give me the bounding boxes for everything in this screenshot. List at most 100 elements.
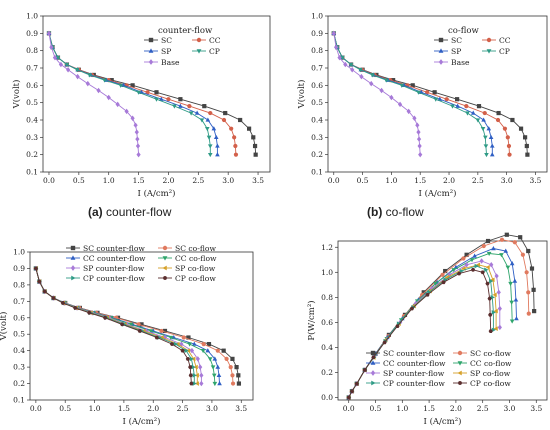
data-point — [154, 90, 159, 95]
data-point — [506, 143, 512, 149]
data-point — [135, 143, 141, 149]
legend-label: CC — [499, 36, 511, 45]
data-point — [230, 356, 235, 361]
data-point — [524, 143, 529, 149]
data-point — [191, 364, 196, 370]
data-point — [399, 83, 405, 88]
data-point — [87, 73, 92, 78]
series-line — [48, 33, 140, 155]
y-tick-label: 0.1 — [26, 168, 38, 177]
data-point — [464, 104, 469, 109]
data-point — [433, 97, 439, 102]
y-tick-label: 1.2 — [321, 243, 333, 252]
legend-item: CC counter-flow — [366, 359, 446, 368]
series-line — [333, 33, 493, 155]
legend-item: CC — [192, 36, 221, 45]
y-tick-label: 1.0 — [311, 12, 323, 21]
data-point — [370, 73, 375, 78]
data-point — [224, 356, 229, 361]
legend-label: Base — [451, 58, 470, 67]
data-point — [103, 315, 108, 320]
y-tick-label: 0.2 — [13, 379, 25, 388]
data-point — [349, 389, 355, 394]
data-point — [531, 287, 536, 292]
legend-item: Base — [434, 58, 470, 67]
data-point — [484, 267, 489, 273]
legend-marker — [370, 360, 376, 365]
legend-marker — [457, 350, 463, 356]
series-line — [35, 268, 195, 384]
legend-label: CP counter-flow — [383, 379, 445, 388]
series-line — [35, 268, 198, 384]
data-point — [371, 355, 376, 360]
data-point — [512, 278, 518, 283]
data-point — [49, 44, 54, 50]
data-point — [509, 319, 515, 324]
data-point — [37, 279, 42, 284]
legend-marker — [148, 37, 154, 43]
y-tick-label: 0.2 — [321, 368, 333, 377]
legend-label: SP counter-flow — [83, 264, 145, 273]
data-point — [236, 381, 242, 386]
data-point — [505, 265, 511, 270]
data-point — [497, 305, 502, 312]
data-point — [354, 381, 359, 386]
series-cp — [331, 31, 489, 158]
x-tick-label: 2.5 — [177, 404, 189, 413]
data-point — [350, 67, 355, 73]
x-tick-label: 1.0 — [89, 404, 101, 413]
data-point — [216, 372, 222, 378]
x-axis-label: I (A/cm²) — [138, 188, 176, 199]
data-point — [418, 151, 423, 158]
data-point — [215, 348, 220, 353]
data-point — [343, 61, 348, 68]
data-point — [202, 104, 207, 109]
legend-label: SP — [161, 47, 171, 56]
data-point — [206, 341, 212, 347]
data-point — [85, 80, 90, 87]
legend-marker — [162, 276, 168, 280]
data-point — [236, 373, 241, 378]
legend-item: Base — [144, 58, 180, 67]
x-tick-label: 0.0 — [43, 176, 55, 185]
y-tick-label: 0.0 — [321, 393, 333, 402]
series-sp — [46, 30, 220, 157]
data-point — [233, 143, 238, 149]
data-point — [486, 251, 492, 257]
x-tick-label: 3.0 — [206, 404, 218, 413]
legend-marker — [148, 48, 154, 53]
legend-label: SC co-flow — [470, 349, 511, 358]
data-point — [493, 308, 498, 314]
legend-item: CP — [482, 47, 510, 56]
data-point — [470, 267, 476, 272]
x-tick-label: 3.0 — [504, 404, 516, 413]
legend-marker — [370, 350, 376, 356]
data-point — [194, 110, 200, 115]
legend-item: CP co-flow — [158, 274, 216, 283]
data-point — [480, 270, 485, 275]
data-point — [186, 335, 191, 340]
legend-label: CP co-flow — [175, 274, 216, 283]
y-axis-label: P(W/cm²) — [306, 300, 317, 340]
legend-item: CC counter-flow — [66, 254, 146, 263]
data-point — [109, 78, 114, 83]
data-point — [441, 280, 446, 285]
data-point — [443, 268, 448, 274]
data-point — [461, 256, 466, 261]
data-point — [33, 266, 38, 271]
x-tick-label: 2.0 — [443, 176, 455, 185]
data-point — [502, 126, 508, 131]
legend-label: SC counter-flow — [83, 244, 145, 253]
data-point — [457, 271, 462, 276]
y-tick-label: 0.1 — [13, 396, 25, 405]
data-point — [489, 152, 495, 157]
legend-label: CP — [209, 47, 220, 56]
data-point — [359, 73, 364, 80]
data-point — [382, 340, 387, 345]
data-point — [154, 335, 159, 340]
legend: SC counter-flow SC co-flow CC counter-flow… — [66, 244, 217, 283]
chart-panel-2: 0.0 0.5 1.0 1.5 2.0 2.5 3.0 3.5 0.1 0.2 0.3 0.4 0.5 0… — [296, 12, 548, 199]
data-point — [483, 135, 488, 140]
data-point — [333, 44, 339, 50]
